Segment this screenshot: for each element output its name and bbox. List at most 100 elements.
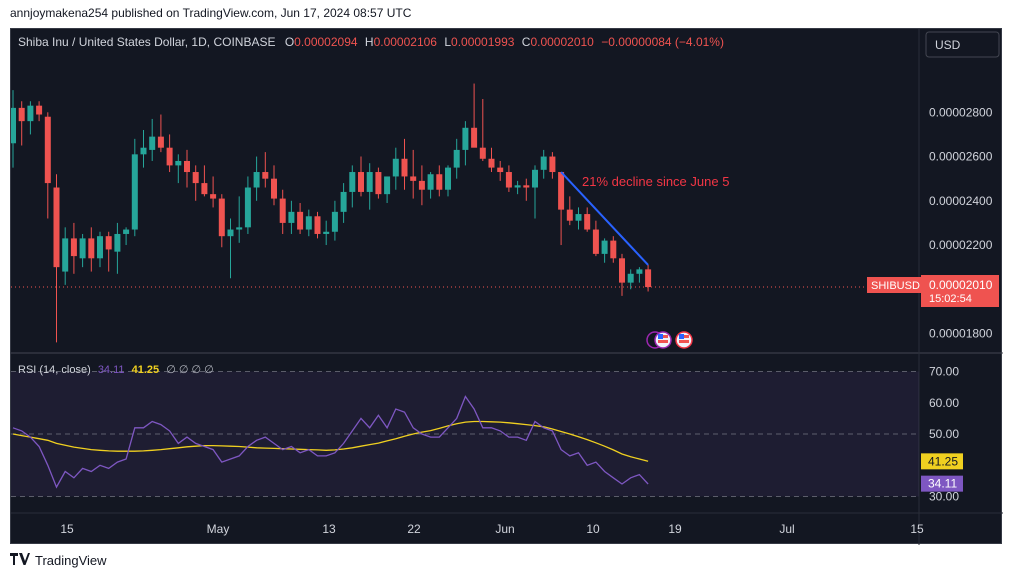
candle-body <box>18 107 25 122</box>
candle-body <box>192 172 199 184</box>
candle-body <box>384 176 391 195</box>
candle-body <box>558 172 565 210</box>
rsi-line[interactable] <box>12 395 649 489</box>
candle-body <box>566 209 573 221</box>
change-value: −0.00000084 (−4.01%) <box>601 35 724 49</box>
candle-body <box>279 198 286 223</box>
tradingview-logo-icon <box>10 553 30 568</box>
candle-body <box>601 240 608 254</box>
price-axis-tick: 0.00002800 <box>929 105 993 119</box>
price-tag-countdown: 15:02:54 <box>929 293 972 305</box>
rsi-axis-tick: 50.00 <box>929 427 959 441</box>
price-tag-symbol: SHIBUSD <box>871 280 920 292</box>
candle-body <box>418 180 425 190</box>
open-label: O <box>285 35 294 49</box>
candle-body <box>645 269 652 288</box>
candle-body <box>157 136 164 148</box>
candles-layer[interactable] <box>11 83 652 343</box>
time-axis-tick: Jul <box>779 522 794 536</box>
candle-body <box>488 158 495 168</box>
chart-frame[interactable]: Shiba Inu / United States Dollar, 1D, CO… <box>10 28 1003 545</box>
low-value: 0.00001993 <box>451 35 515 49</box>
price-axis-tick: 0.00002600 <box>929 150 993 164</box>
candle-body <box>218 198 225 237</box>
candle-body <box>36 105 43 115</box>
candle-body <box>123 229 130 234</box>
candle-body <box>331 211 338 232</box>
time-axis-tick: 10 <box>586 522 600 536</box>
candle-body <box>88 238 95 259</box>
candle-body <box>427 174 434 190</box>
candle-body <box>392 158 399 177</box>
candle-body <box>549 156 556 173</box>
candle-body <box>445 167 451 190</box>
time-axis-tick: 15 <box>910 522 924 536</box>
candle-body <box>271 178 277 199</box>
candle-body <box>636 269 643 274</box>
candle-body <box>358 172 364 192</box>
candle-body <box>453 149 460 168</box>
rsi-axis-tick: 30.00 <box>929 490 959 504</box>
trendline-annotation[interactable]: 21% decline since June 5 <box>582 174 729 189</box>
candle-body <box>140 147 147 155</box>
candle-body <box>175 160 182 166</box>
candle-body <box>436 174 443 190</box>
rsi-legend-rsi: 34.11 <box>98 364 125 376</box>
candle-body <box>184 160 190 173</box>
candle-body <box>619 258 625 283</box>
candle-body <box>575 214 582 221</box>
events-flag-icon[interactable] <box>646 331 693 349</box>
currency-button[interactable]: USD <box>925 31 1000 58</box>
rsi-axis-tick: 70.00 <box>929 365 959 379</box>
rsi-ma-badge: 41.25 <box>921 453 963 470</box>
candle-body <box>97 236 103 259</box>
high-value: 0.00002106 <box>374 35 438 49</box>
candle-body <box>105 236 112 250</box>
brand-name: TradingView <box>35 553 107 568</box>
price-axis-tick: 0.00002400 <box>929 194 993 208</box>
open-value: 0.00002094 <box>294 35 358 49</box>
candle-body <box>297 211 304 230</box>
tradingview-brand[interactable]: TradingView <box>10 553 107 568</box>
rsi-legend-extras: ∅ ∅ ∅ ∅ <box>166 364 214 376</box>
candle-body <box>166 147 173 166</box>
candle-body <box>540 156 547 170</box>
time-axis-tick: 13 <box>322 522 336 536</box>
candle-body <box>627 273 634 283</box>
candle-body <box>584 214 591 230</box>
high-label: H <box>365 35 374 49</box>
chart-canvas[interactable]: Shiba Inu / United States Dollar, 1D, CO… <box>11 29 1003 545</box>
candle-body <box>114 233 121 252</box>
rsi-axis-tick: 60.00 <box>929 396 959 410</box>
candle-body <box>366 172 373 192</box>
rsi-legend[interactable]: RSI (14, close) 34.11 41.25 ∅ ∅ ∅ ∅ <box>18 364 214 376</box>
candle-body <box>253 172 260 188</box>
candle-body <box>471 127 478 148</box>
candle-body <box>131 154 138 230</box>
candle-body <box>479 147 486 159</box>
trendline[interactable] <box>560 171 649 266</box>
candle-body <box>149 136 156 150</box>
candle-body <box>401 158 408 177</box>
candle-body <box>610 240 617 259</box>
rsi-legend-title: RSI (14, close) <box>18 364 91 376</box>
candle-body <box>523 185 530 188</box>
candle-body <box>497 167 504 173</box>
time-axis-tick: 19 <box>668 522 682 536</box>
candle-body <box>314 216 321 234</box>
price-axis-tick: 0.00001800 <box>929 327 993 341</box>
candle-body <box>201 183 208 195</box>
candle-body <box>323 231 330 234</box>
symbol-header[interactable]: Shiba Inu / United States Dollar, 1D, CO… <box>18 35 724 49</box>
candle-body <box>53 187 60 268</box>
low-label: L <box>444 35 451 49</box>
price-tag-price: 0.00002010 <box>929 278 993 292</box>
candle-body <box>410 176 417 181</box>
publisher-line: annjoymakena254 published on TradingView… <box>10 6 412 20</box>
time-axis-tick: May <box>207 522 230 536</box>
candle-body <box>305 216 312 230</box>
price-tag: SHIBUSD 0.00002010 15:02:54 <box>867 275 999 307</box>
candle-body <box>349 172 356 192</box>
candle-body <box>79 238 86 259</box>
candle-body <box>236 227 243 230</box>
